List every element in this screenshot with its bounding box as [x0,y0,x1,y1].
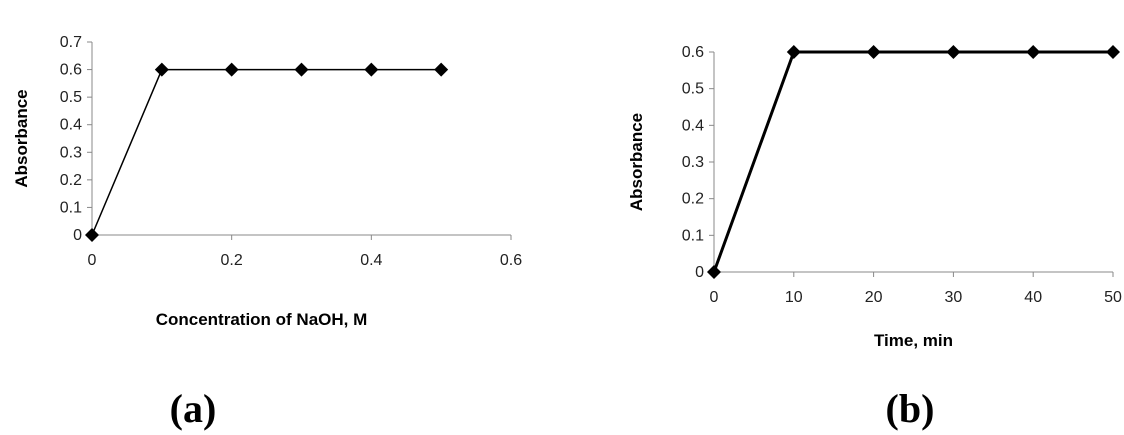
x-tick-label: 0.6 [500,252,522,269]
chart-panel-2: 0 0.1 0.2 0.3 0.4 0.5 0.6 0 10 20 30 40 50 Absorbance… [627,44,1122,431]
data-point [946,45,961,59]
data-point [1026,45,1041,59]
data-point [364,62,379,77]
y-tick-label: 0.7 [60,34,82,51]
y-tick-label: 0.6 [60,62,82,79]
y-tick-label: 0.3 [682,154,704,171]
y-tick-label: 0.4 [60,117,82,134]
panel-label: (b) [886,386,935,431]
data-point [786,45,801,59]
x-tick-label: 50 [1104,289,1122,306]
y-tick-label: 0.1 [60,199,82,216]
x-tick-label: 30 [945,289,963,306]
data-point [1106,45,1120,59]
data-point [707,265,721,279]
y-tick-label: 0.4 [682,117,704,134]
x-tick-label: 10 [785,289,803,306]
y-axis-title: Absorbance [12,89,31,187]
series-line [91,68,442,236]
y-tick-label: 0.1 [682,227,704,244]
y-tick-label: 0 [73,227,82,244]
x-tick-label: 0.2 [221,252,243,269]
data-point [294,62,309,77]
x-tick-label: 20 [865,289,883,306]
y-tick-label: 0 [695,264,704,281]
y-tick-label: 0.2 [60,172,82,189]
data-point [434,62,449,77]
panel-label: (a) [170,386,217,431]
data-point [866,45,881,59]
x-tick-label: 0 [710,289,719,306]
x-tick-label: 0 [88,252,97,269]
y-tick-label: 0.2 [682,191,704,208]
y-axis-title: Absorbance [627,113,646,211]
y-tick-label: 0.5 [60,89,82,106]
x-tick-label: 40 [1024,289,1042,306]
x-axis-title: Concentration of NaOH, M [156,310,368,329]
y-tick-label: 0.6 [682,44,704,61]
x-axis-title: Time, min [874,331,953,350]
x-tick-label: 0.4 [360,252,382,269]
data-point [154,62,169,77]
chart-panel-1: 0 0.1 0.2 0.3 0.4 0.5 0.6 0.7 0 0.2 0.4 0.6 Absorban… [12,34,522,431]
y-tick-label: 0.3 [60,144,82,161]
data-point [224,62,239,77]
y-tick-label: 0.5 [682,81,704,98]
series-line [712,50,1113,273]
data-point [85,228,99,242]
